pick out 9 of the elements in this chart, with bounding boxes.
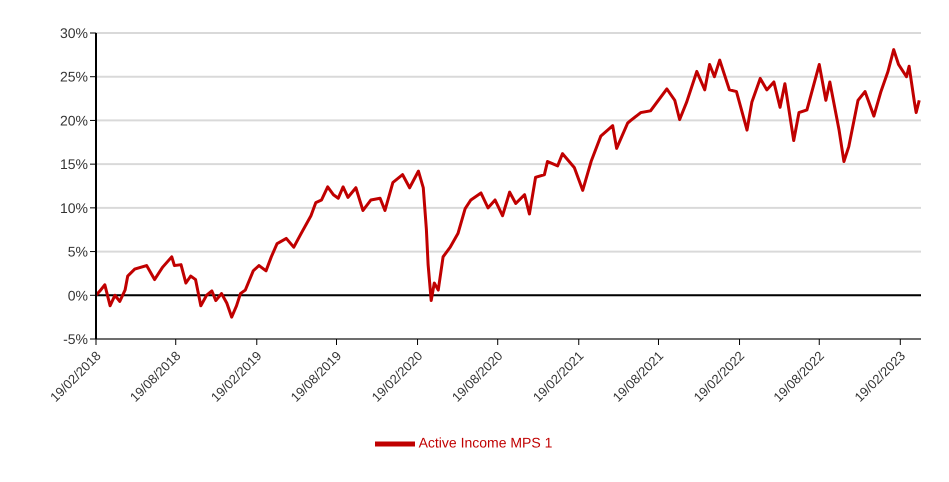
y-tick-label: 0% [68, 287, 88, 304]
y-tick-label: 30% [60, 24, 88, 41]
legend-label: Active Income MPS 1 [418, 434, 552, 451]
y-tick-label: 20% [60, 112, 88, 128]
y-tick-label: 5% [68, 244, 88, 260]
y-tick-label: 10% [60, 200, 88, 216]
y-tick-label: 15% [60, 156, 88, 172]
y-tick-label: 25% [60, 68, 88, 85]
y-tick-label: -5% [63, 330, 88, 347]
